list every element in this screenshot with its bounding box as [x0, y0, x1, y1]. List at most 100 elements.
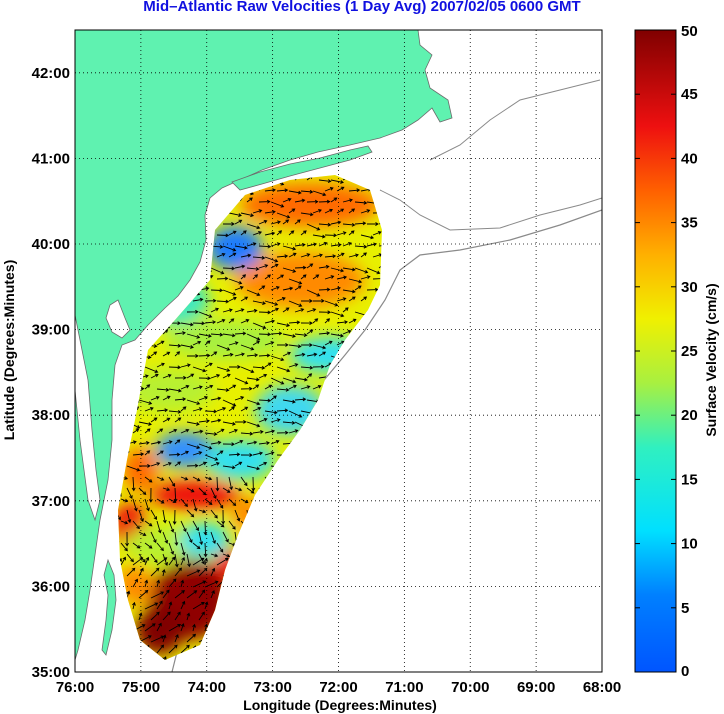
current-arrow: [234, 245, 248, 250]
current-arrow: [234, 219, 243, 225]
current-arrow: [222, 289, 237, 296]
current-arrow: [360, 275, 371, 280]
current-arrow: [234, 439, 244, 445]
current-arrow: [264, 384, 273, 390]
current-arrow: [150, 462, 161, 467]
current-arrow: [144, 476, 153, 483]
current-arrow: [204, 384, 214, 390]
current-arrow: [360, 234, 375, 240]
current-arrow: [264, 362, 272, 368]
colorbar-tick-label: 15: [681, 471, 698, 488]
current-arrow: [162, 417, 171, 423]
current-arrow: [324, 208, 333, 214]
x-tick-label: 70:00: [451, 679, 489, 696]
current-arrow: [276, 274, 285, 280]
current-arrow: [252, 340, 261, 346]
current-arrow: [270, 418, 281, 423]
current-arrow: [300, 212, 314, 217]
colorbar: [634, 29, 677, 673]
current-arrow: [336, 252, 345, 258]
current-arrow: [312, 364, 325, 369]
current-arrow: [150, 395, 160, 401]
current-arrow: [270, 439, 280, 445]
current-arrow: [174, 634, 179, 643]
current-arrow: [318, 264, 330, 269]
current-arrow: [252, 451, 264, 456]
current-arrow: [324, 254, 337, 259]
current-arrow: [162, 531, 169, 544]
current-arrow: [366, 242, 378, 247]
current-arrow: [204, 623, 209, 632]
current-arrow: [150, 553, 158, 563]
current-arrow: [246, 267, 260, 271]
current-arrow: [168, 409, 182, 414]
current-arrow: [144, 366, 159, 374]
colorbar-tick-label: 25: [681, 343, 698, 360]
current-arrow: [234, 461, 243, 467]
cape-cod-contour: [429, 79, 601, 161]
current-arrow: [318, 351, 327, 357]
current-arrow: [288, 344, 302, 349]
current-arrow: [294, 285, 302, 291]
current-arrow: [150, 351, 158, 357]
current-arrow: [172, 509, 177, 525]
current-arrow: [156, 542, 164, 552]
current-arrow: [210, 531, 216, 545]
current-arrow: [258, 332, 272, 337]
current-arrow: [156, 408, 169, 413]
current-arrow: [216, 542, 224, 553]
current-arrow: [126, 487, 133, 499]
plot-frame: [74, 29, 603, 673]
current-arrow: [198, 461, 207, 467]
current-arrow: [228, 520, 236, 530]
current-arrow: [282, 267, 297, 273]
colorbar-tick-label: 40: [681, 150, 698, 167]
current-arrow: [210, 332, 224, 337]
current-arrow: [312, 234, 326, 239]
y-tick-label: 36:00: [32, 578, 70, 595]
current-arrow: [306, 373, 313, 379]
current-arrow: [168, 520, 175, 533]
current-arrow: [301, 343, 313, 347]
current-arrow: [246, 333, 261, 341]
current-arrow: [270, 285, 280, 291]
current-arrow: [162, 440, 173, 445]
current-arrow: [330, 220, 342, 225]
current-arrow: [222, 465, 236, 470]
current-arrow: [252, 429, 264, 434]
current-arrow: [348, 230, 355, 236]
current-arrow: [156, 600, 163, 610]
current-arrow: [246, 308, 258, 313]
current-arrow: [288, 190, 302, 195]
current-arrow: [222, 308, 233, 313]
current-arrow: [258, 441, 270, 445]
current-arrow: [126, 553, 134, 563]
current-arrow: [138, 531, 147, 537]
current-arrow: [186, 531, 193, 544]
current-arrow: [192, 385, 203, 390]
x-tick-label: 76:00: [56, 679, 94, 696]
current-arrow: [174, 590, 185, 599]
current-arrow: [300, 274, 307, 280]
current-arrow: [246, 440, 258, 445]
current-arrow: [174, 331, 186, 335]
current-arrow: [192, 476, 201, 482]
current-arrow: [150, 373, 159, 379]
current-arrow: [288, 320, 301, 325]
current-arrow: [198, 589, 205, 599]
current-arrow: [348, 278, 363, 284]
current-arrow: [270, 395, 277, 401]
current-arrow: [162, 487, 171, 492]
current-arrow: [192, 557, 205, 566]
current-arrow: [282, 197, 292, 203]
current-arrow: [300, 189, 314, 194]
current-arrow: [162, 461, 172, 467]
current-arrow: [156, 450, 164, 456]
current-arrow: [138, 399, 153, 405]
current-arrow: [252, 255, 266, 260]
current-arrow: [168, 428, 178, 434]
current-arrow: [204, 298, 217, 303]
current-arrow: [168, 498, 177, 504]
current-arrow: [174, 553, 179, 568]
current-arrow: [258, 310, 272, 315]
